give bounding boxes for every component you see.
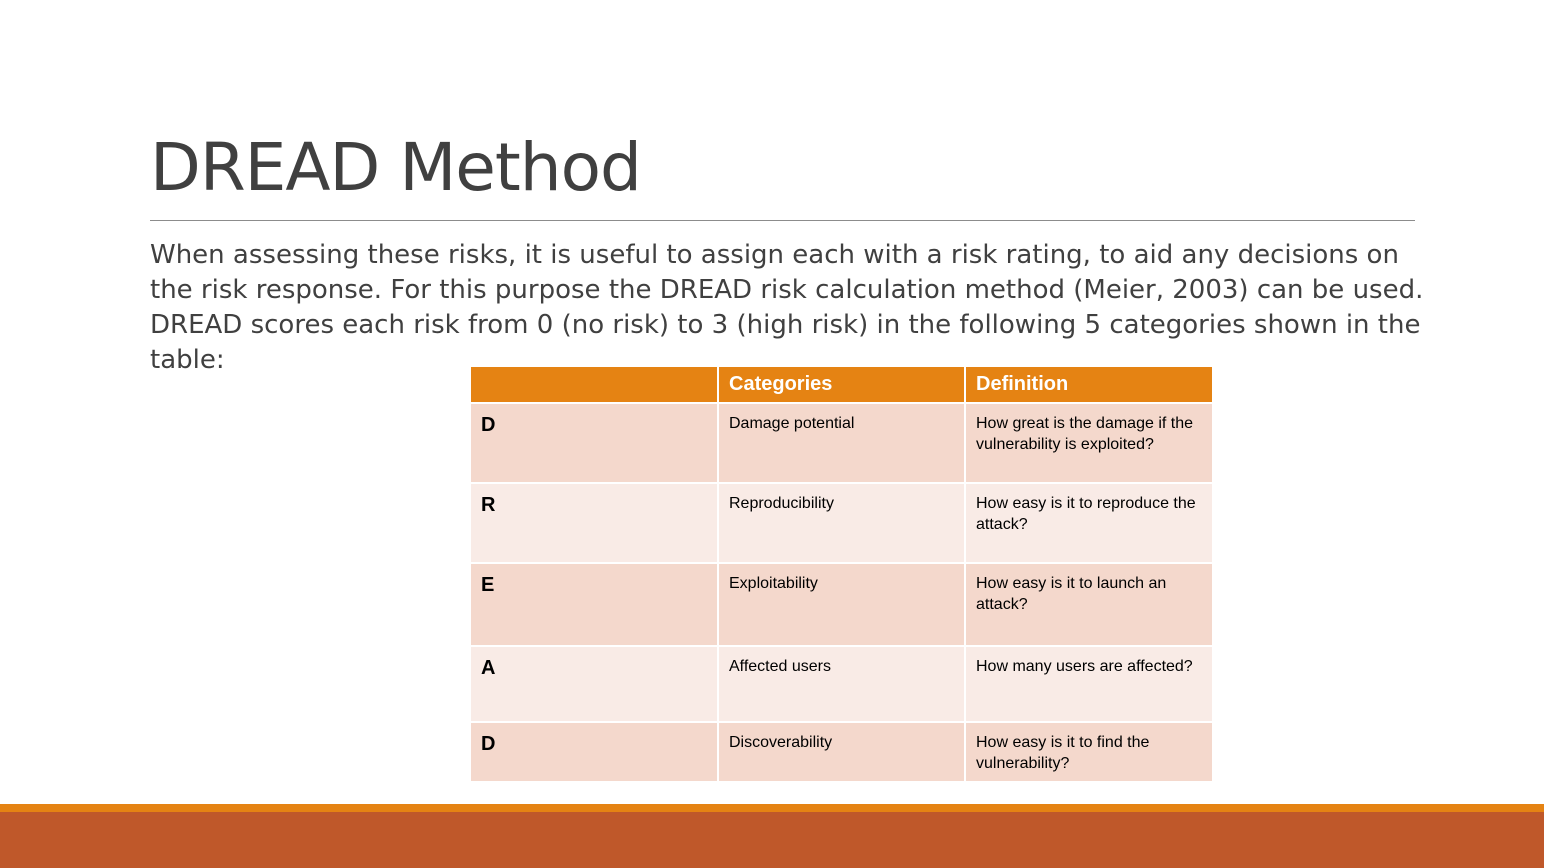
row-definition: How many users are affected? <box>964 645 1214 723</box>
row-category: Discoverability <box>717 721 966 783</box>
table-header-row: Categories Definition <box>469 365 1214 404</box>
table-row: A Affected users How many users are affe… <box>469 645 1214 723</box>
header-cell-letter <box>469 365 719 404</box>
slide-title: DREAD Method <box>150 129 642 206</box>
row-letter: E <box>469 562 719 647</box>
dread-table: Categories Definition D Damage potential… <box>469 365 1214 783</box>
table-row: D Damage potential How great is the dama… <box>469 402 1214 484</box>
row-category: Affected users <box>717 645 966 723</box>
header-cell-categories: Categories <box>717 365 966 404</box>
header-cell-definition: Definition <box>964 365 1214 404</box>
slide-body-text: When assessing these risks, it is useful… <box>150 240 1424 375</box>
row-letter: D <box>469 402 719 484</box>
row-letter: R <box>469 482 719 564</box>
table-row: R Reproducibility How easy is it to repr… <box>469 482 1214 564</box>
row-definition: How easy is it to launch an attack? <box>964 562 1214 647</box>
row-definition: How easy is it to find the vulnerability… <box>964 721 1214 783</box>
row-category: Reproducibility <box>717 482 966 564</box>
row-category: Exploitability <box>717 562 966 647</box>
table-row: D Discoverability How easy is it to find… <box>469 721 1214 783</box>
row-definition: How easy is it to reproduce the attack? <box>964 482 1214 564</box>
footer-bar <box>0 812 1544 868</box>
table-row: E Exploitability How easy is it to launc… <box>469 562 1214 647</box>
row-letter: A <box>469 645 719 723</box>
row-category: Damage potential <box>717 402 966 484</box>
footer-accent-stripe <box>0 804 1544 812</box>
row-definition: How great is the damage if the vulnerabi… <box>964 402 1214 484</box>
row-letter: D <box>469 721 719 783</box>
title-divider <box>150 220 1415 221</box>
